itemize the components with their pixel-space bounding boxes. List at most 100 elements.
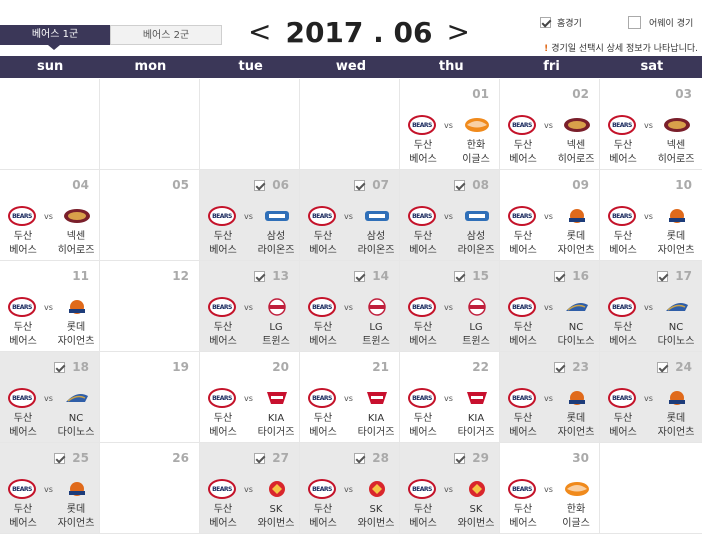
home-team-name: 두산 베어스	[302, 503, 344, 531]
bears-logo-text: BEARS	[212, 212, 232, 220]
away-team-club: 와이번스	[457, 518, 495, 529]
calendar-day[interactable]: 18 BEARS vs 두산 베어스 NC 다이노스	[0, 352, 100, 442]
calendar-day[interactable]: 21 BEARS vs 두산 베어스 KIA 타이거즈	[300, 352, 400, 442]
away-team-name: KIA 타이거즈	[252, 412, 300, 440]
home-team-club: 베어스	[609, 154, 637, 165]
home-team-name: 두산 베어스	[502, 321, 544, 349]
away-team-club: 타이거즈	[257, 427, 295, 438]
home-team-name: 두산 베어스	[302, 412, 344, 440]
home-team-club: 베어스	[209, 336, 237, 347]
home-filter[interactable]: 홈경기	[540, 16, 582, 29]
attended-check-icon	[454, 180, 465, 191]
away-filter-checkbox[interactable]	[628, 16, 641, 29]
bears-logo-text: BEARS	[512, 394, 532, 402]
home-team-name: 두산 베어스	[502, 139, 544, 167]
prev-month-button[interactable]: <	[248, 15, 272, 48]
vs-label: vs	[444, 394, 453, 403]
calendar-day[interactable]: 19	[100, 352, 200, 442]
home-team-name: 두산 베어스	[302, 321, 344, 349]
calendar-day[interactable]: 25 BEARS vs 두산 베어스 롯데 자이언츠	[0, 443, 100, 533]
calendar-day[interactable]: 06 BEARS vs 두산 베어스 삼성 라이온즈	[200, 170, 300, 260]
weekday-tue: tue	[238, 59, 263, 74]
calendar-day[interactable]: 30 BEARS vs 두산 베어스 한화 이글스	[500, 443, 600, 533]
empty-day	[200, 79, 300, 169]
calendar-day[interactable]: 13 BEARS vs 두산 베어스 LG 트윈스	[200, 261, 300, 351]
calendar-day[interactable]: 20 BEARS vs 두산 베어스 KIA 타이거즈	[200, 352, 300, 442]
home-team-city: 두산	[213, 231, 233, 242]
alert-icon: !	[544, 44, 549, 54]
home-team-city: 두산	[313, 413, 333, 424]
calendar-week: 04 BEARS vs 두산 베어스 넥센 히어로즈 05 06 BEARS vs 두산 베어스 삼성 라이…	[0, 170, 702, 261]
calendar-day[interactable]: 16 BEARS vs 두산 베어스 NC 다이노스	[500, 261, 600, 351]
bears-logo-text: BEARS	[612, 212, 632, 220]
bears-logo-text: BEARS	[512, 121, 532, 129]
home-team-name: 두산 베어스	[2, 321, 44, 349]
home-team-name: 두산 베어스	[202, 230, 244, 258]
bears-logo-text: BEARS	[612, 394, 632, 402]
home-filter-label: 홈경기	[557, 19, 582, 29]
calendar-day[interactable]: 11 BEARS vs 두산 베어스 롯데 자이언츠	[0, 261, 100, 351]
calendar-day[interactable]: 08 BEARS vs 두산 베어스 삼성 라이온즈	[400, 170, 500, 260]
day-number: 02	[572, 87, 589, 101]
dinos-logo-icon	[63, 388, 91, 408]
calendar-day[interactable]: 29 BEARS vs 두산 베어스 SK 와이번스	[400, 443, 500, 533]
attended-check-icon	[54, 453, 65, 464]
home-team-name: 두산 베어스	[602, 412, 644, 440]
day-number: 11	[72, 269, 89, 283]
calendar-day[interactable]: 07 BEARS vs 두산 베어스 삼성 라이온즈	[300, 170, 400, 260]
home-team-city: 두산	[213, 504, 233, 515]
twins-logo-icon	[463, 297, 491, 317]
home-filter-checkbox[interactable]	[540, 17, 551, 28]
calendar-day[interactable]: 02 BEARS vs 두산 베어스 넥센 히어로즈	[500, 79, 600, 169]
calendar-day[interactable]: 22 BEARS vs 두산 베어스 KIA 타이거즈	[400, 352, 500, 442]
home-team-city: 두산	[413, 504, 433, 515]
calendar-day[interactable]: 28 BEARS vs 두산 베어스 SK 와이번스	[300, 443, 400, 533]
day-number: 26	[172, 451, 189, 465]
calendar-day[interactable]: 14 BEARS vs 두산 베어스 LG 트윈스	[300, 261, 400, 351]
home-team-name: 두산 베어스	[2, 503, 44, 531]
next-month-button[interactable]: >	[446, 15, 470, 48]
bears-logo-text: BEARS	[412, 303, 432, 311]
calendar-day[interactable]: 05	[100, 170, 200, 260]
team-tabs: 베어스 1군 베어스 2군	[0, 25, 222, 50]
home-team-city: 두산	[13, 413, 33, 424]
away-team-city: NC	[568, 322, 584, 333]
home-team-club: 베어스	[509, 336, 537, 347]
calendar-day[interactable]: 17 BEARS vs 두산 베어스 NC 다이노스	[600, 261, 702, 351]
calendar-day[interactable]: 12	[100, 261, 200, 351]
calendar-day[interactable]: 10 BEARS vs 두산 베어스 롯데 자이언츠	[600, 170, 702, 260]
away-team-city: LG	[269, 322, 283, 333]
calendar-day[interactable]: 24 BEARS vs 두산 베어스 롯데 자이언츠	[600, 352, 702, 442]
calendar-day[interactable]: 04 BEARS vs 두산 베어스 넥센 히어로즈	[0, 170, 100, 260]
home-team-name: 두산 베어스	[402, 230, 444, 258]
calendar-day[interactable]: 27 BEARS vs 두산 베어스 SK 와이번스	[200, 443, 300, 533]
weekday-thu: thu	[438, 59, 464, 74]
calendar-day[interactable]: 15 BEARS vs 두산 베어스 LG 트윈스	[400, 261, 500, 351]
calendar-week: 11 BEARS vs 두산 베어스 롯데 자이언츠 12 13 BEARS vs 두산 베어스 LG 트윈…	[0, 261, 702, 352]
away-team-city: 롯데	[666, 231, 686, 242]
away-team-name: SK 와이번스	[452, 503, 500, 531]
calendar-day[interactable]: 26	[100, 443, 200, 533]
home-team-city: 두산	[513, 504, 533, 515]
calendar-day[interactable]: 01 BEARS vs 두산 베어스 한화 이글스	[400, 79, 500, 169]
attended-check-icon	[254, 180, 265, 191]
away-team-name: 삼성 라이온즈	[352, 230, 400, 258]
home-team-club: 베어스	[509, 427, 537, 438]
home-team-club: 베어스	[509, 245, 537, 256]
home-team-club: 베어스	[9, 245, 37, 256]
home-team-city: 두산	[413, 322, 433, 333]
vs-label: vs	[344, 394, 353, 403]
calendar-day[interactable]: 23 BEARS vs 두산 베어스 롯데 자이언츠	[500, 352, 600, 442]
calendar-day[interactable]: 09 BEARS vs 두산 베어스 롯데 자이언츠	[500, 170, 600, 260]
away-team-city: 넥센	[666, 140, 686, 151]
bears-logo-text: BEARS	[212, 303, 232, 311]
away-team-name: 롯데 자이언츠	[552, 412, 600, 440]
tab-first-team[interactable]: 베어스 1군	[0, 25, 110, 45]
bears-logo-text: BEARS	[312, 485, 332, 493]
day-number: 29	[472, 451, 489, 465]
calendar-day[interactable]: 03 BEARS vs 두산 베어스 넥센 히어로즈	[600, 79, 702, 169]
away-filter[interactable]: 어웨이 경기	[628, 16, 693, 29]
tab-second-team[interactable]: 베어스 2군	[110, 25, 222, 45]
day-number: 03	[675, 87, 692, 101]
calendar-week: 18 BEARS vs 두산 베어스 NC 다이노스 19 20 BEARS vs 두산 베어스 KIA 타…	[0, 352, 702, 443]
